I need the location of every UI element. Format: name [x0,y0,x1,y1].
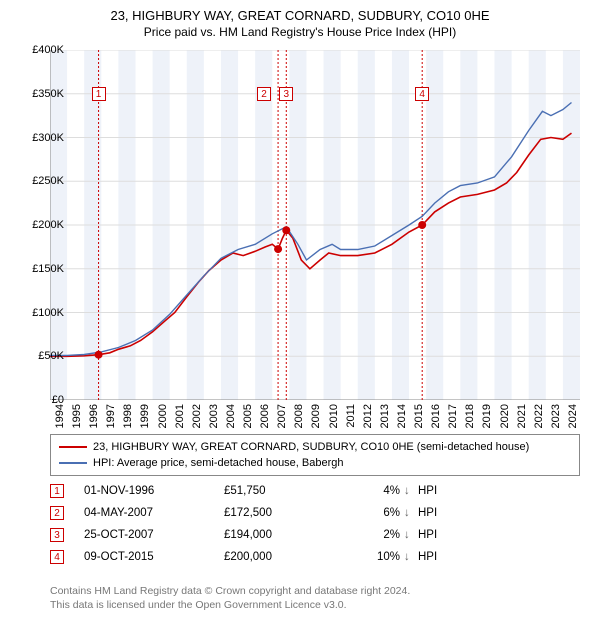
legend-swatch-icon [59,462,87,464]
title-block: 23, HIGHBURY WAY, GREAT CORNARD, SUDBURY… [0,0,600,39]
y-tick-label: £250K [32,175,64,187]
sale-number-badge: 4 [50,550,64,564]
y-tick-label: £400K [32,44,64,56]
sale-diff-pct: 2% [344,529,404,541]
chart-area [50,50,580,400]
sale-price: £200,000 [224,551,344,563]
sale-vs-label: HPI [418,551,458,563]
sale-diff-pct: 6% [344,507,404,519]
sale-diff-pct: 10% [344,551,404,563]
sale-price: £194,000 [224,529,344,541]
table-row: 2 04-MAY-2007£172,5006%↓HPI [50,502,580,524]
sale-marker-badge: 3 [279,87,293,101]
legend-label: 23, HIGHBURY WAY, GREAT CORNARD, SUDBURY… [93,441,529,453]
sale-date: 09-OCT-2015 [84,551,224,563]
legend-label: HPI: Average price, semi-detached house,… [93,457,344,469]
sale-vs-label: HPI [418,507,458,519]
y-tick-label: £200K [32,219,64,231]
sale-vs-label: HPI [418,485,458,497]
footer-attribution: Contains HM Land Registry data © Crown c… [50,584,580,612]
sale-date: 25-OCT-2007 [84,529,224,541]
sale-number-badge: 3 [50,528,64,542]
sale-number-badge: 2 [50,506,64,520]
sale-date: 01-NOV-1996 [84,485,224,497]
legend-item-property: 23, HIGHBURY WAY, GREAT CORNARD, SUDBURY… [59,439,571,455]
sale-vs-label: HPI [418,529,458,541]
footer-line: Contains HM Land Registry data © Crown c… [50,584,580,598]
sale-marker-badge: 1 [92,87,106,101]
table-row: 1 01-NOV-1996£51,7504%↓HPI [50,480,580,502]
chart-container: 23, HIGHBURY WAY, GREAT CORNARD, SUDBURY… [0,0,600,620]
y-tick-label: £100K [32,307,64,319]
sale-price: £51,750 [224,485,344,497]
footer-line: This data is licensed under the Open Gov… [50,598,580,612]
chart-svg [50,50,580,400]
legend-swatch-icon [59,446,87,448]
sale-marker-badge: 4 [415,87,429,101]
table-row: 4 09-OCT-2015£200,00010%↓HPI [50,546,580,568]
y-tick-label: £50K [38,350,64,362]
sale-marker-badge: 2 [257,87,271,101]
down-arrow-icon: ↓ [404,507,418,519]
chart-subtitle: Price paid vs. HM Land Registry's House … [0,25,600,39]
sale-price: £172,500 [224,507,344,519]
sale-date: 04-MAY-2007 [84,507,224,519]
legend: 23, HIGHBURY WAY, GREAT CORNARD, SUDBURY… [50,434,580,476]
y-tick-label: £300K [32,132,64,144]
y-tick-label: £150K [32,263,64,275]
y-tick-label: £350K [32,88,64,100]
table-row: 3 25-OCT-2007£194,0002%↓HPI [50,524,580,546]
chart-title: 23, HIGHBURY WAY, GREAT CORNARD, SUDBURY… [0,8,600,23]
down-arrow-icon: ↓ [404,485,418,497]
legend-item-hpi: HPI: Average price, semi-detached house,… [59,455,571,471]
sale-diff-pct: 4% [344,485,404,497]
down-arrow-icon: ↓ [404,551,418,563]
down-arrow-icon: ↓ [404,529,418,541]
sale-number-badge: 1 [50,484,64,498]
sales-table: 101-NOV-1996£51,7504%↓HPI204-MAY-2007£17… [50,480,580,568]
